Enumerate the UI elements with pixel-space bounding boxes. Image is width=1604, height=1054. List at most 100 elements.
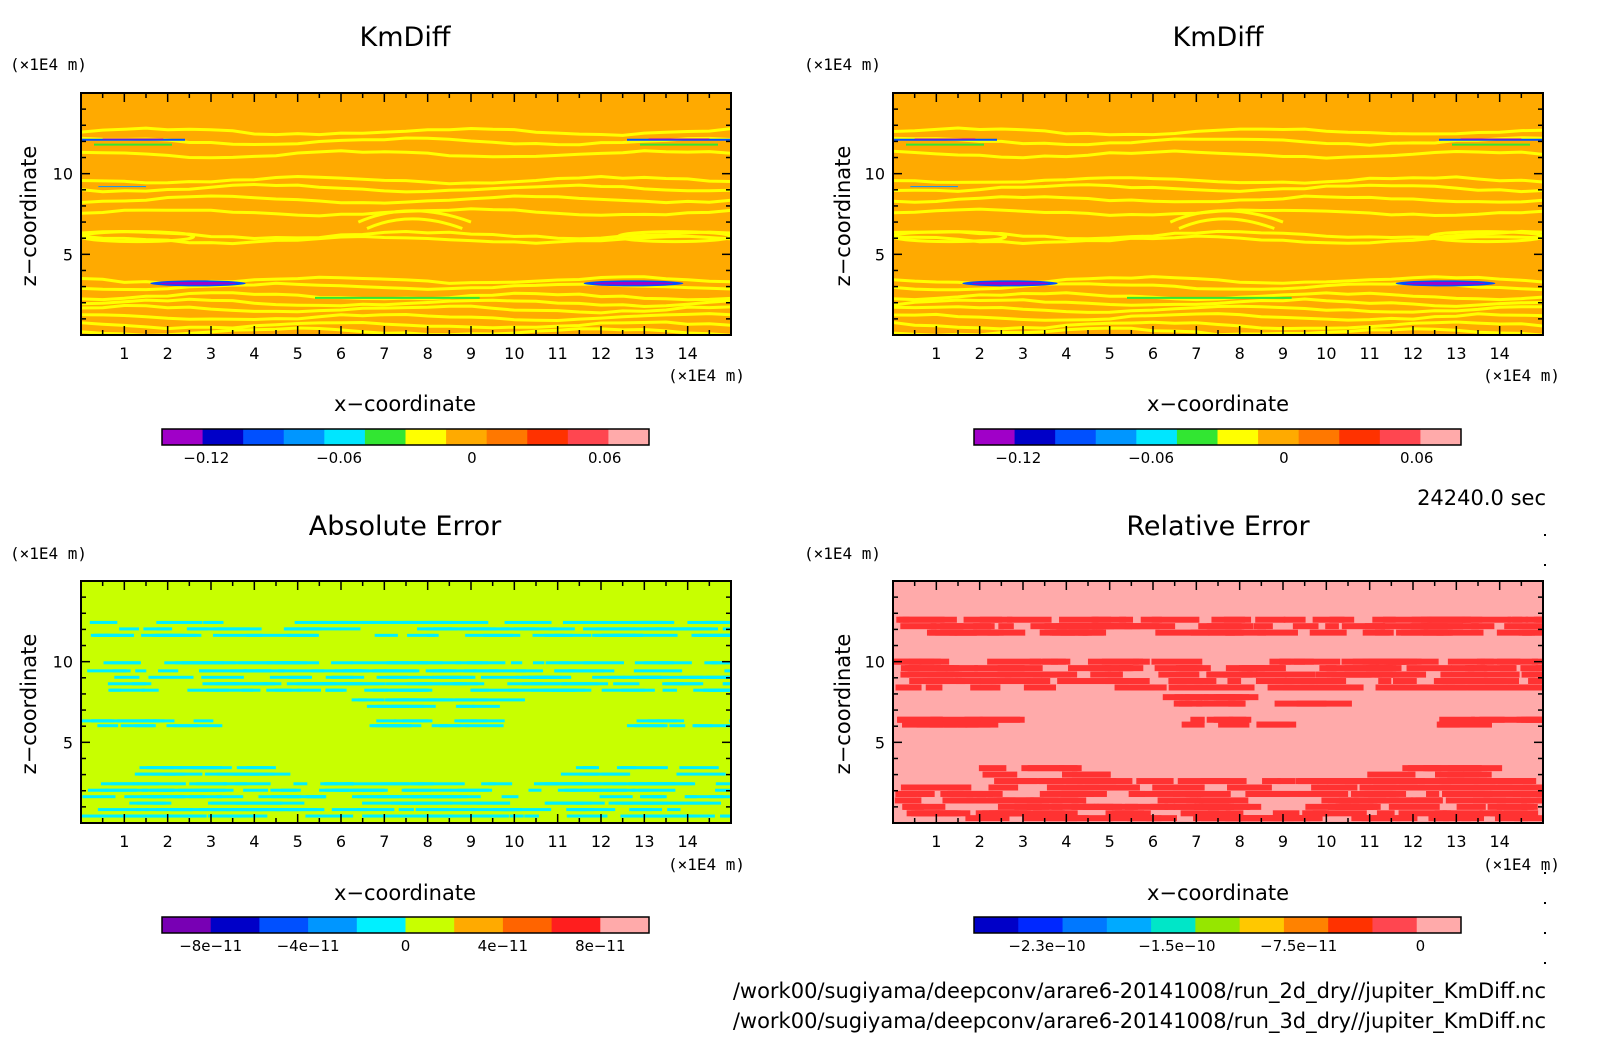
contour-patch <box>129 801 164 805</box>
x-tick-label: 10 <box>504 832 524 851</box>
contour-band <box>893 312 1543 322</box>
contour-patch <box>362 620 396 624</box>
contour-patch <box>1027 765 1078 772</box>
x-tick-label: 9 <box>1278 832 1288 851</box>
contour-patch <box>270 788 297 792</box>
contour-patch <box>1465 665 1487 672</box>
x-tick-label: 4 <box>249 344 259 363</box>
contour-patch <box>1542 810 1543 817</box>
contour-patch <box>978 765 1007 772</box>
contour-patch <box>1436 721 1492 728</box>
x-tick-label: 13 <box>1446 344 1466 363</box>
contour-patch <box>351 795 391 799</box>
contour-patch <box>399 661 423 665</box>
colorbar-swatch <box>1106 917 1152 933</box>
contour-patch <box>1104 665 1134 672</box>
contour-patch <box>1335 803 1374 810</box>
contour-patch <box>515 669 544 673</box>
contour-patch <box>463 814 509 818</box>
contour-patch <box>1321 797 1362 804</box>
contour-band <box>81 149 731 160</box>
contour-patch <box>1227 784 1257 791</box>
contour-patch <box>131 682 152 686</box>
contour-patch <box>351 698 367 702</box>
contour-patch <box>1512 616 1529 623</box>
contour-patch <box>1255 616 1286 623</box>
contour-patch <box>1315 671 1347 678</box>
contour-patch <box>1062 771 1111 778</box>
contour-patch <box>669 724 686 728</box>
contour-patch <box>469 661 483 665</box>
x-tick-label: 5 <box>293 832 303 851</box>
contour-patch <box>650 675 699 679</box>
contour-patch <box>631 788 651 792</box>
contour-patch <box>416 814 464 818</box>
contour-patch <box>631 808 663 812</box>
contour-patch <box>545 801 570 805</box>
contour-band <box>81 136 731 147</box>
contour-patch <box>1461 815 1485 822</box>
colorbar-tick-label: 8e−11 <box>575 937 625 955</box>
colorbar-swatch <box>1379 429 1421 445</box>
contour-patch <box>639 801 678 805</box>
contour-band <box>81 320 731 331</box>
colorbar <box>973 428 1462 446</box>
x-tick-label: 11 <box>547 344 567 363</box>
contour-patch <box>1157 797 1199 804</box>
colorbar-swatch <box>1095 429 1137 445</box>
contour-band <box>81 126 731 137</box>
contour-patch <box>673 682 704 686</box>
contour-patch <box>643 627 673 631</box>
contour-field <box>81 581 731 823</box>
colorbar-swatch <box>364 429 406 445</box>
contour-patch <box>110 782 139 786</box>
contour-patch <box>955 671 1012 678</box>
colorbar-swatch <box>1176 429 1218 445</box>
contour-patch <box>1479 716 1534 723</box>
contour-patch <box>583 661 624 665</box>
contour-patch <box>558 661 591 665</box>
contour-patch <box>473 627 509 631</box>
contour-patch <box>927 671 958 678</box>
contour-patch <box>900 671 954 678</box>
x-tick-label: 11 <box>1359 832 1379 851</box>
contour-patch <box>557 788 578 792</box>
file-path-2d: /work00/sugiyama/deepconv/arare6-2014100… <box>733 979 1546 1004</box>
y-tick-label: 5 <box>63 733 73 752</box>
x-tick-label: 7 <box>379 832 389 851</box>
x-tick-label: 3 <box>206 344 216 363</box>
colorbar-swatch <box>1328 917 1373 933</box>
contour-patch <box>209 682 252 686</box>
colorbar-swatch <box>1258 429 1300 445</box>
contour-patch <box>1227 678 1242 685</box>
contour-patch <box>965 815 1010 822</box>
x-tick-label: 4 <box>249 832 259 851</box>
contour-patch <box>252 682 276 686</box>
colorbar-swatch <box>446 429 488 445</box>
colorbar-tick-label: 0.06 <box>588 449 621 467</box>
contour-patch <box>1107 671 1122 678</box>
contour-patch <box>569 682 609 686</box>
contour-patch <box>1277 778 1296 785</box>
contour-patch <box>1392 684 1448 691</box>
contour-patch <box>174 661 217 665</box>
contour-patch <box>530 688 577 692</box>
contour-patch <box>112 669 131 673</box>
contour-patch <box>634 620 673 624</box>
contour-patch <box>1180 810 1220 817</box>
contour-patch <box>620 766 668 770</box>
contour-patch <box>1198 803 1249 810</box>
contour-patch <box>1181 721 1205 728</box>
contour-patch <box>1211 616 1246 623</box>
x-tick-label: 14 <box>1489 344 1509 363</box>
contour-patch <box>1370 658 1401 665</box>
contour-patch <box>1178 700 1193 707</box>
contour-patch <box>1395 815 1418 822</box>
contour-patch <box>390 814 426 818</box>
y-tick-label: 5 <box>875 245 885 264</box>
contour-patch <box>215 688 229 692</box>
colorbar-swatch <box>243 429 285 445</box>
contour-patch <box>1442 790 1489 797</box>
contour-patch <box>417 627 432 631</box>
field-background <box>81 581 731 823</box>
